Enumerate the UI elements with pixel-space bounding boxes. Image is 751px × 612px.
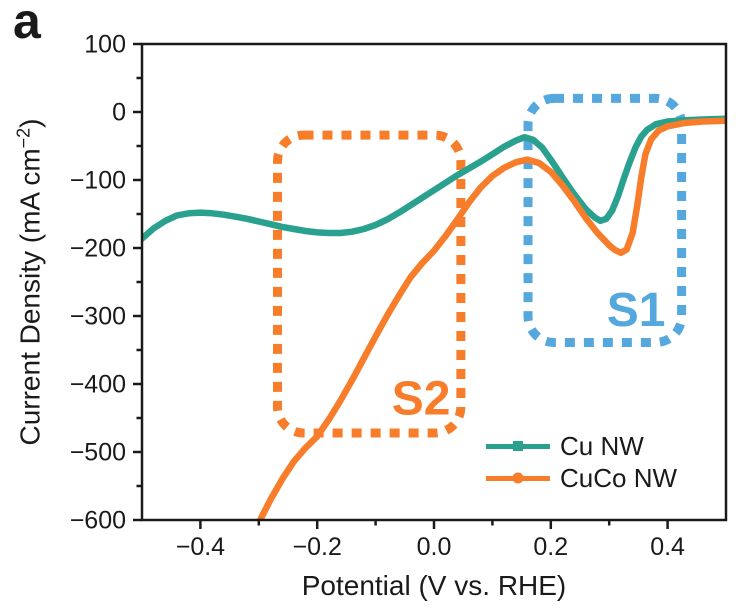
y-axis-title-text: Current Density (mA cm: [14, 148, 46, 446]
legend-line-cuco-nw: [486, 472, 550, 484]
x-tick-label: 0.0: [417, 533, 452, 561]
legend-entry-cu-nw: Cu NW: [486, 430, 677, 462]
legend-entry-cuco-nw: CuCo NW: [486, 462, 677, 494]
y-tick-label: −500: [70, 439, 126, 467]
legend: Cu NW CuCo NW: [486, 430, 677, 494]
x-tick-label: 0.4: [650, 533, 685, 561]
legend-line-cu-nw: [486, 441, 550, 451]
y-tick-label: 0: [112, 99, 126, 127]
series-line-cuco-nw: [256, 117, 726, 520]
legend-circle-marker-icon: [512, 472, 524, 484]
tick-labels: −0.4 −0.2 0.0 0.2 0.4 100 0 −100 −200 −300 −400 −50…: [70, 31, 685, 562]
y-tick-label: 100: [84, 31, 126, 59]
y-tick-label: −600: [70, 507, 126, 535]
legend-label-cuco-nw: CuCo NW: [560, 462, 678, 493]
x-axis-title: Potential (V vs. RHE): [301, 570, 567, 601]
y-axis-title-exponent: −2: [13, 127, 34, 149]
y-tick-label: −200: [70, 235, 126, 263]
y-tick-label: −100: [70, 167, 126, 195]
series-line-cu-nw: [142, 115, 726, 242]
y-tick-label: −400: [70, 371, 126, 399]
annotation-label-s2: S2: [392, 373, 451, 426]
annotation-box-s2: [272, 130, 466, 438]
y-axis-title: Current Density (mA cm−2): [13, 118, 46, 445]
y-tick-label: −300: [70, 303, 126, 331]
panel-label: a: [13, 0, 41, 49]
series-group: [142, 115, 726, 520]
axis-ticks: [133, 42, 669, 529]
annotation-box-s1: [523, 93, 687, 348]
x-tick-label: −0.2: [293, 533, 342, 561]
legend-label-cu-nw: Cu NW: [560, 430, 644, 461]
x-tick-label: 0.2: [533, 533, 568, 561]
y-axis-title-close: ): [14, 118, 46, 128]
annotation-label-s1: S1: [607, 284, 666, 337]
legend-square-marker-icon: [513, 441, 523, 451]
x-tick-label: −0.4: [176, 533, 225, 561]
